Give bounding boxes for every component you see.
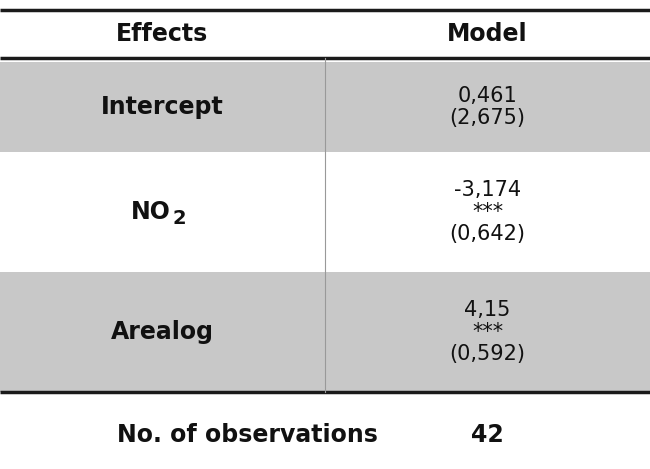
Text: Intercept: Intercept xyxy=(101,95,224,119)
Text: Effects: Effects xyxy=(116,22,209,46)
Bar xyxy=(0,62,650,152)
Text: 4,15: 4,15 xyxy=(464,300,511,320)
Text: (0,592): (0,592) xyxy=(450,344,525,364)
Text: Model: Model xyxy=(447,22,528,46)
Bar xyxy=(0,10,650,58)
Text: (0,642): (0,642) xyxy=(450,224,525,244)
Text: NO: NO xyxy=(131,200,170,224)
Text: ***: *** xyxy=(472,202,503,222)
Text: ***: *** xyxy=(472,322,503,342)
Bar xyxy=(0,272,650,392)
Text: 2: 2 xyxy=(172,210,186,228)
Text: Arealog: Arealog xyxy=(111,320,214,344)
Text: -3,174: -3,174 xyxy=(454,180,521,200)
Text: (2,675): (2,675) xyxy=(450,108,525,128)
Text: No. of observations: No. of observations xyxy=(116,423,378,447)
Text: 0,461: 0,461 xyxy=(458,86,517,106)
Text: 42: 42 xyxy=(471,423,504,447)
Bar xyxy=(0,152,650,272)
